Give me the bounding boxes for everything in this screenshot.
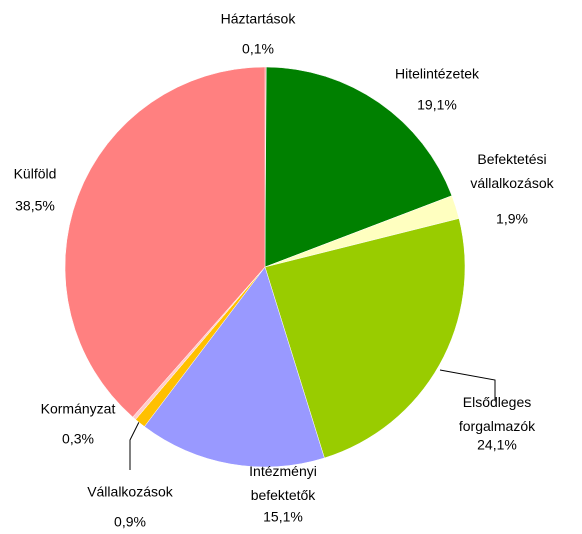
value-label: 0,9% bbox=[114, 514, 146, 530]
value-label: 0,1% bbox=[242, 41, 274, 57]
slice-label: Befektetési vállalkozások bbox=[470, 151, 554, 191]
leader-line bbox=[439, 369, 496, 400]
pie-slice bbox=[264, 218, 466, 459]
pie-slice bbox=[144, 266, 325, 468]
value-label: 1,9% bbox=[496, 211, 528, 227]
slice-label: Vállalkozások bbox=[87, 484, 174, 500]
pie-slice bbox=[64, 66, 266, 418]
value-label: 19,1% bbox=[417, 97, 457, 113]
slice-label: Hitelintézetek bbox=[395, 66, 480, 82]
value-label: 38,5% bbox=[15, 198, 55, 214]
value-label: 24,1% bbox=[477, 437, 517, 453]
slice-label: Intézményi befektetők bbox=[249, 463, 317, 503]
value-label: 0,3% bbox=[62, 431, 94, 447]
slice-label: Kormányzat bbox=[41, 401, 116, 417]
value-label: 15,1% bbox=[263, 509, 303, 525]
slice-label: Háztartások bbox=[221, 11, 297, 27]
slice-label: Elsődleges forgalmazók bbox=[459, 394, 536, 434]
pie-slice bbox=[264, 66, 453, 268]
slice-label: Külföld bbox=[14, 166, 57, 182]
